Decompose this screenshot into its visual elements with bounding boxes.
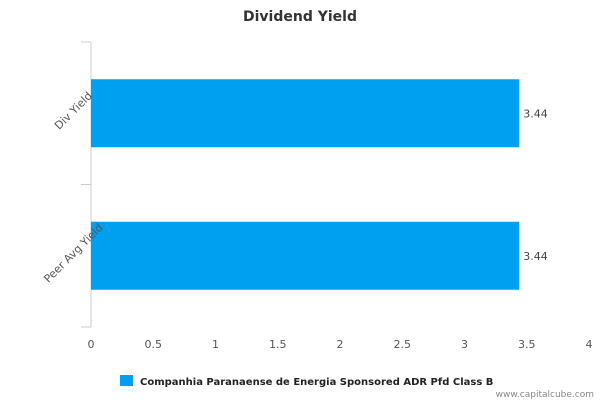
x-axis-tick-labels: 0 0.5 1 1.5 2 2.5 3 3.5 4: [88, 338, 593, 351]
x-tick-label: 0: [88, 338, 95, 351]
chart-title: Dividend Yield: [243, 9, 357, 25]
bars: 3.44 3.44: [91, 79, 548, 290]
data-label: 3.44: [523, 107, 548, 120]
credit-text: www.capitalcube.com: [496, 390, 594, 400]
category-label: Div Yield: [52, 89, 95, 132]
x-tick-label: 1.5: [269, 338, 287, 351]
bar-peer-avg-yield: [91, 221, 520, 290]
x-tick-label: 3: [461, 338, 468, 351]
x-tick-label: 2: [337, 338, 344, 351]
x-tick-label: 2.5: [394, 338, 412, 351]
bar-div-yield: [91, 79, 520, 148]
legend-swatch: [120, 375, 133, 386]
x-tick-label: 0.5: [145, 338, 163, 351]
x-tick-label: 1: [212, 338, 219, 351]
x-tick-label: 4: [586, 338, 593, 351]
legend-label: Companhia Paranaense de Energia Sponsore…: [140, 377, 493, 388]
category-ticks: [81, 41, 91, 328]
x-tick-label: 3.5: [518, 338, 536, 351]
data-label: 3.44: [523, 250, 548, 263]
legend: Companhia Paranaense de Energia Sponsore…: [120, 375, 493, 388]
